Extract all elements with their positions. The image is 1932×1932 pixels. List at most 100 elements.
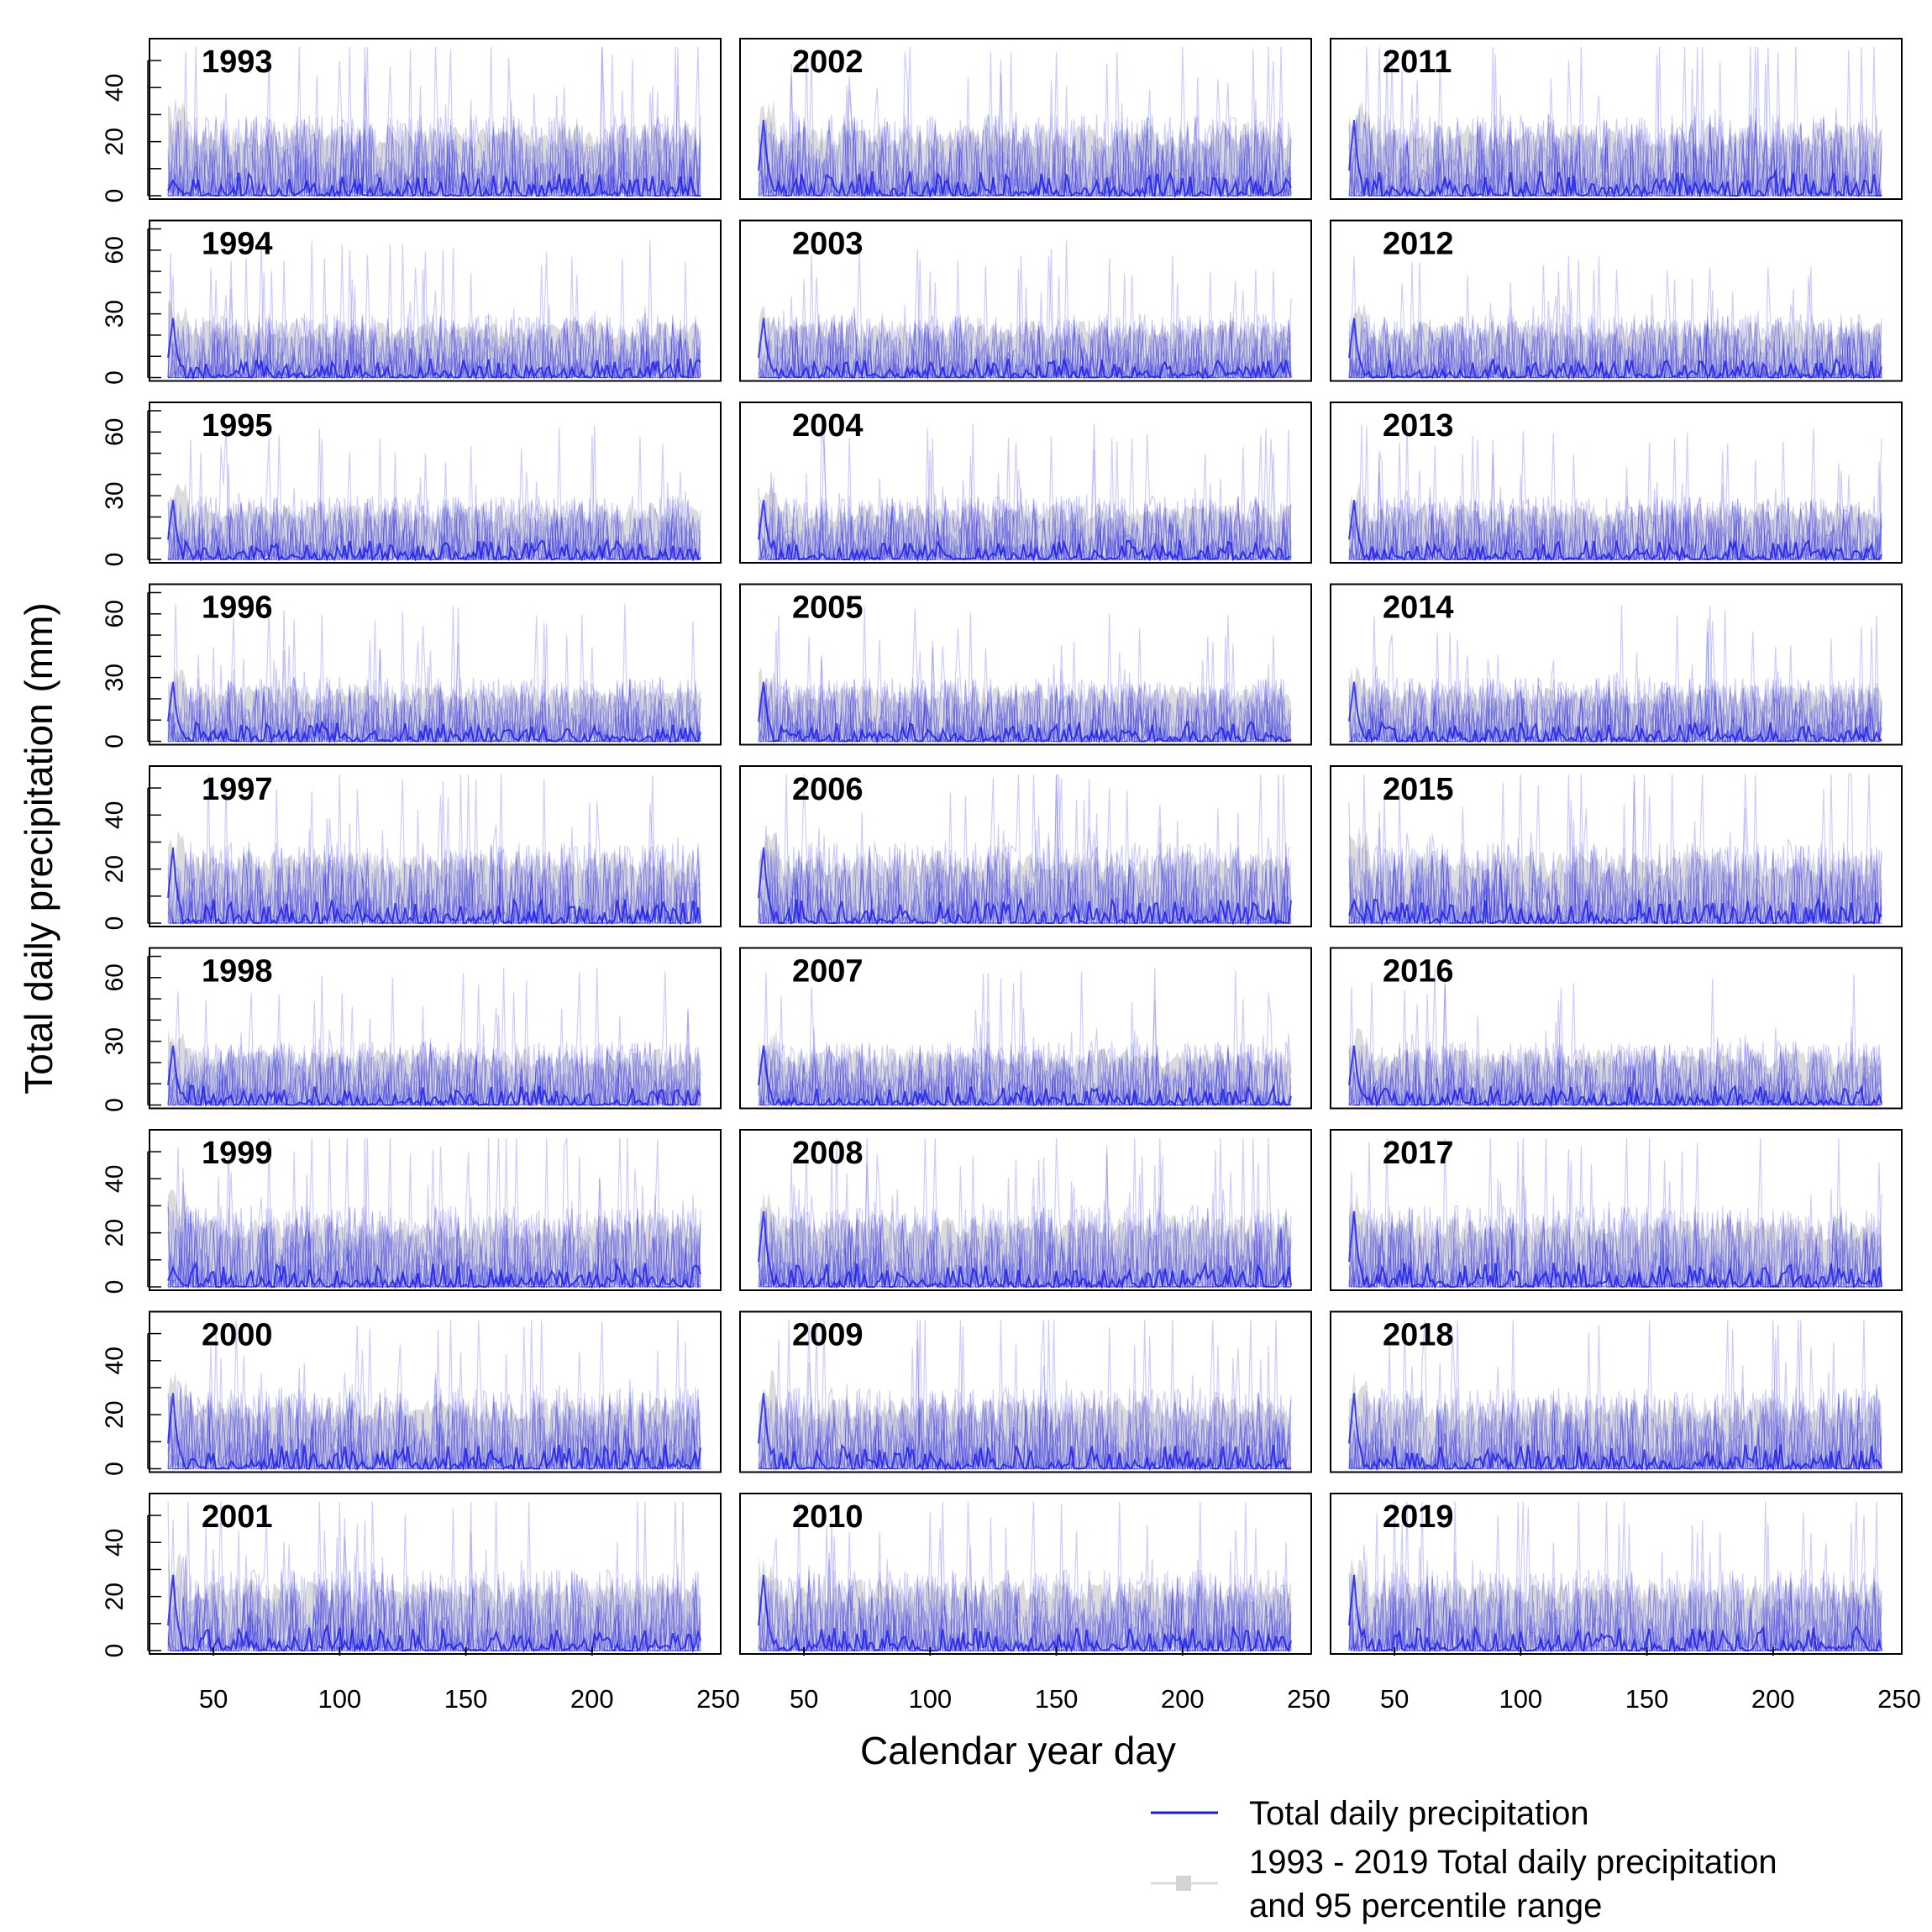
panel-1995: 1995 0 30 60 (101, 402, 722, 566)
series-line (758, 1184, 1292, 1289)
panel-2008: 2008 (739, 1129, 1312, 1291)
series-line (1348, 1501, 1882, 1652)
panel-2000: 2000 0 20 40 (101, 1310, 722, 1476)
y-tick-label: 0 (101, 1644, 129, 1658)
series-line (168, 240, 701, 380)
panel-year-label: 2019 (1383, 1499, 1454, 1535)
series-line (758, 1137, 1292, 1289)
panel-2014: 2014 (1330, 583, 1903, 746)
series-line (167, 253, 701, 380)
series-line (758, 1158, 1292, 1289)
series-line (758, 76, 1292, 197)
panel-year-label: 2000 (202, 1318, 273, 1353)
series-line (758, 608, 1291, 743)
panel-2015: 2015 (1330, 765, 1903, 927)
series-line (759, 51, 1292, 197)
series-line (168, 437, 701, 561)
legend-band-marker (1176, 1876, 1191, 1891)
panel-2002: 2002 (739, 38, 1312, 200)
series-line (758, 828, 1292, 925)
percentile-band (759, 1555, 1291, 1651)
series-line (758, 774, 1292, 925)
y-tick-label: 60 (101, 600, 129, 627)
series-line (1348, 451, 1882, 561)
panel-frame (739, 947, 1312, 1110)
series-line (1348, 1532, 1882, 1652)
series-line (1348, 987, 1882, 1107)
percentile-band (168, 1189, 701, 1287)
series-line (168, 438, 701, 561)
series-line (168, 258, 701, 380)
x-tick-label: 250 (1287, 1684, 1331, 1714)
y-tick-label: 40 (101, 1347, 129, 1374)
series-line (168, 241, 701, 380)
series-line (758, 249, 1292, 380)
panel-frame (1330, 402, 1903, 564)
panel-year-label: 2018 (1383, 1318, 1454, 1353)
series-line-main (167, 500, 701, 561)
series-line-main (758, 318, 1292, 380)
percentile-band (1349, 482, 1882, 559)
y-tick-label: 40 (101, 1529, 129, 1557)
percentile-band (168, 668, 701, 742)
series-line (759, 454, 1291, 561)
panel-year-label: 2006 (792, 772, 864, 807)
series-line (167, 1140, 701, 1289)
series-line (758, 1525, 1292, 1652)
y-axis-1998: 0 30 60 (101, 955, 161, 1112)
series-line (1348, 774, 1882, 925)
series-line (758, 258, 1292, 380)
y-tick-label: 30 (101, 481, 129, 509)
panel-plot-area (758, 1501, 1292, 1652)
panel-year-label: 2014 (1383, 591, 1454, 626)
panel-plot-area (167, 1137, 701, 1289)
series-line (758, 1010, 1292, 1107)
panel-frame (149, 583, 722, 746)
panel-plot-area (1348, 1137, 1882, 1289)
y-axis-title: Total daily precipitation (mm) (17, 602, 60, 1094)
x-tick-label: 200 (1751, 1684, 1795, 1714)
panel-year-label: 1996 (202, 591, 273, 626)
percentile-band (759, 1191, 1291, 1287)
y-tick-label: 0 (101, 734, 129, 748)
series-line (758, 1320, 1291, 1471)
y-tick-label: 40 (101, 74, 129, 102)
series-line (167, 426, 701, 561)
panel-grid: 1993 0 20 40 1994 0 30 60 1995 0 30 60 1996 0 30 60 1997… (101, 38, 1903, 1658)
series-line (758, 774, 1291, 925)
series-line (167, 1352, 701, 1471)
series-line (1349, 774, 1882, 925)
series-line (1348, 261, 1882, 380)
series-line (1348, 423, 1882, 561)
series-line (759, 1365, 1292, 1471)
series-line (759, 429, 1292, 561)
panel-frame (739, 765, 1312, 927)
series-line (759, 1042, 1291, 1107)
series-line (758, 1156, 1292, 1288)
series-line (1348, 435, 1882, 561)
panel-frame (1330, 1493, 1903, 1655)
panel-2016: 2016 (1330, 947, 1903, 1110)
percentile-band (1349, 666, 1882, 742)
series-line (758, 63, 1292, 197)
series-line (167, 46, 701, 197)
series-line (1348, 438, 1882, 561)
series-line (758, 49, 1292, 197)
panel-plot-area (167, 967, 701, 1107)
x-tick-label: 50 (1380, 1684, 1409, 1714)
y-tick-label: 0 (101, 916, 129, 931)
series-line (1349, 265, 1882, 380)
series-line (758, 1320, 1292, 1471)
series-line (758, 1338, 1291, 1471)
panel-frame (149, 219, 722, 382)
panel-frame (1330, 1310, 1903, 1473)
series-line (1348, 256, 1882, 380)
series-line (758, 46, 1292, 197)
panel-frame (739, 402, 1312, 564)
x-tick-label: 50 (199, 1684, 228, 1714)
series-line (167, 1561, 701, 1652)
series-line (167, 46, 701, 197)
series-line-main (1348, 681, 1882, 743)
percentile-band (1349, 301, 1882, 378)
panel-2005: 2005 (739, 583, 1312, 746)
